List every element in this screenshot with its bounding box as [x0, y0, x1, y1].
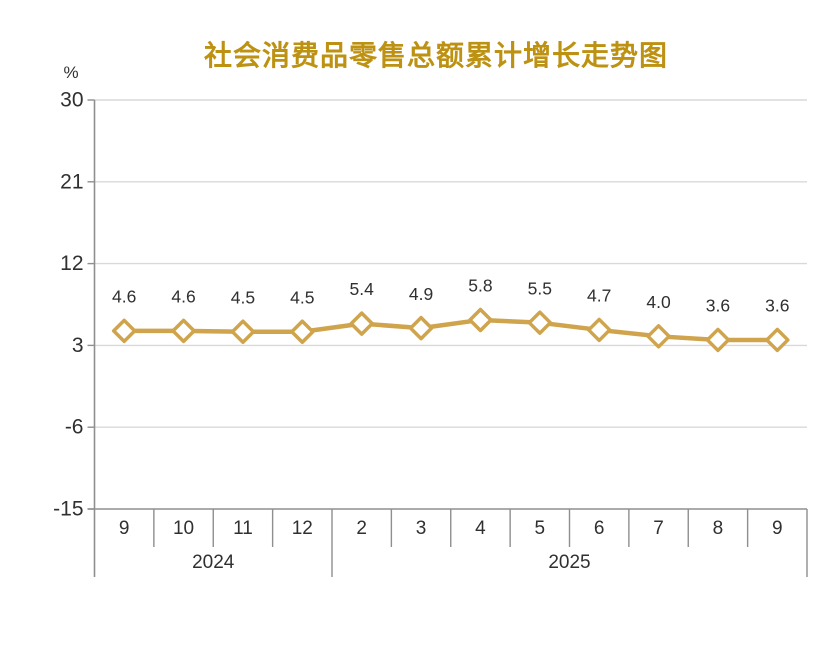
data-label: 5.8: [468, 276, 492, 296]
year-label: 2025: [548, 552, 590, 573]
chart-title: 社会消费品零售总额累计增长走势图: [203, 40, 668, 71]
y-tick-label: 12: [60, 252, 83, 275]
data-point-marker: [111, 318, 137, 344]
y-tick-label: 3: [72, 334, 84, 357]
data-point-marker: [468, 307, 493, 333]
data-point-marker: [171, 318, 196, 344]
series-line: [124, 317, 778, 343]
month-label: 7: [653, 518, 664, 539]
data-label: 3.6: [706, 296, 730, 316]
data-label: 4.9: [409, 284, 433, 304]
data-point-marker: [646, 324, 671, 349]
month-label: 8: [713, 518, 724, 539]
data-point-marker: [290, 319, 315, 345]
month-label: 3: [416, 518, 427, 539]
month-label: 10: [173, 518, 194, 539]
y-tick-label: -6: [65, 416, 84, 439]
data-label: 4.6: [171, 286, 195, 306]
month-label: 11: [233, 518, 253, 539]
y-tick-label: 21: [60, 170, 83, 193]
data-point-marker: [765, 327, 790, 353]
y-axis-unit-label: %: [63, 63, 79, 82]
month-label: 2: [356, 518, 367, 539]
data-label: 4.5: [231, 287, 255, 307]
data-label: 4.5: [290, 287, 314, 307]
month-label: 9: [772, 518, 783, 539]
data-label: 4.6: [112, 286, 136, 306]
data-point-marker: [349, 311, 374, 336]
data-label: 5.5: [528, 278, 552, 298]
data-point-marker: [408, 315, 434, 341]
month-label: 6: [594, 518, 605, 539]
data-label: 3.6: [765, 296, 789, 316]
month-label: 5: [535, 518, 546, 539]
chart-plot-group: 30 21 12 3 -6 -15 9 10 11 12 2 3 4 5 6 7 8 9 2024 2025 4.6 4.…: [53, 89, 808, 577]
data-point-marker: [527, 310, 553, 335]
data-point-marker: [230, 319, 256, 345]
data-point-marker: [705, 327, 731, 353]
month-label: 4: [475, 518, 486, 539]
data-point-marker: [586, 317, 612, 343]
y-tick-label: 30: [60, 89, 83, 112]
y-tick-label: -15: [53, 498, 83, 521]
data-label: 4.0: [646, 292, 671, 312]
data-label: 4.7: [587, 286, 611, 306]
data-label: 5.4: [350, 279, 375, 299]
month-label: 9: [119, 518, 130, 539]
month-label: 12: [292, 518, 313, 539]
year-label: 2024: [192, 552, 235, 573]
